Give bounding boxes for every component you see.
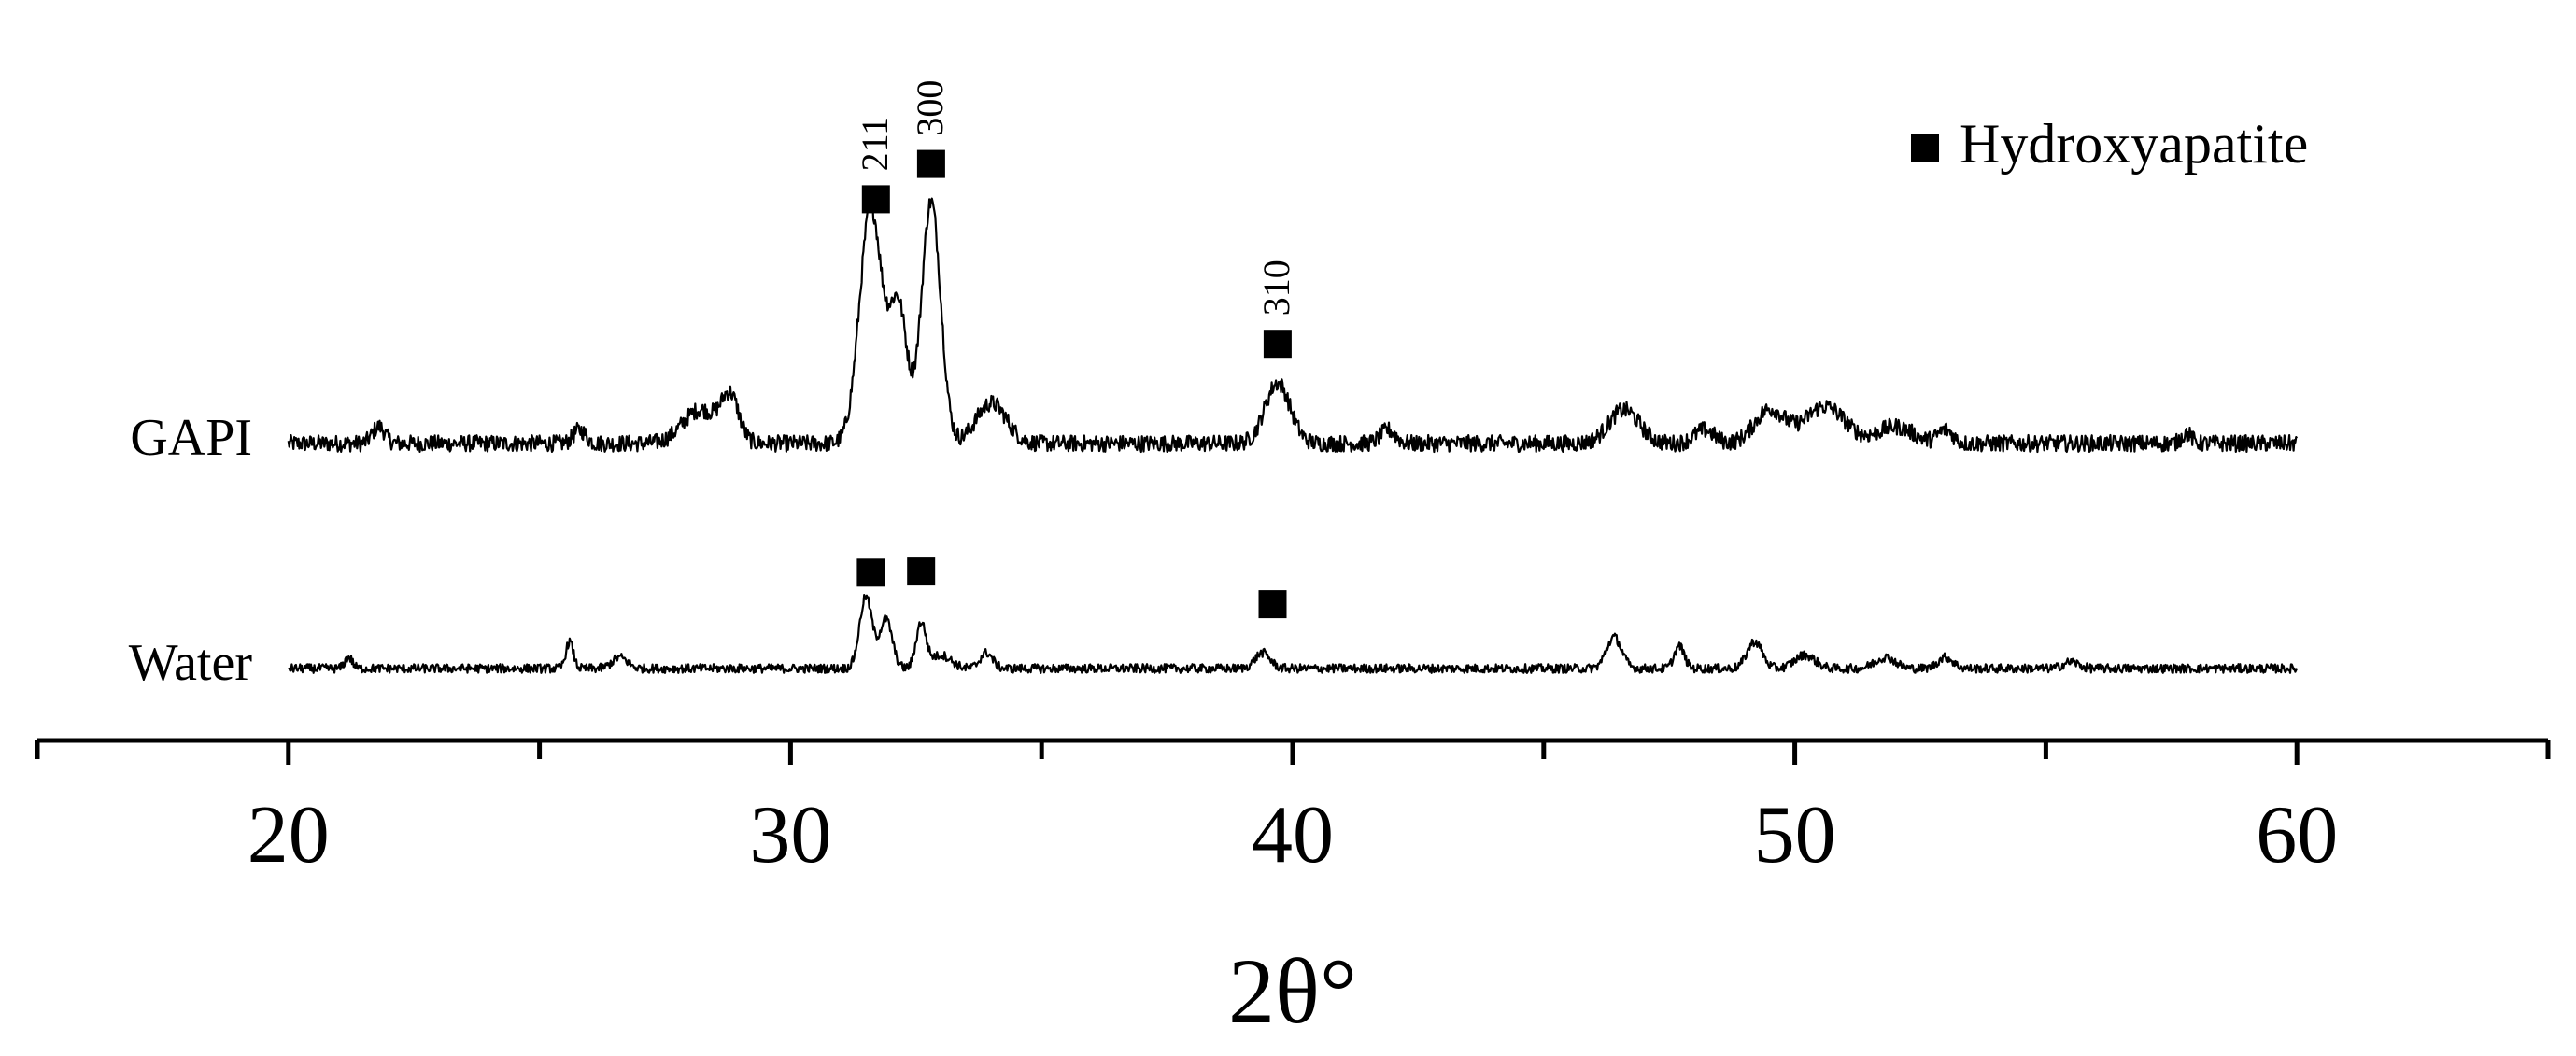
hkl-label-310: 310 bbox=[1255, 260, 1297, 316]
x-tick-label-30: 30 bbox=[749, 790, 831, 880]
peak-marker-water-4 bbox=[907, 557, 936, 586]
x-tick-label-60: 60 bbox=[2256, 790, 2338, 880]
series-label-gapi: GAPI bbox=[130, 409, 252, 467]
peak-marker-water-3 bbox=[856, 558, 885, 587]
legend-marker-0 bbox=[1911, 134, 1939, 162]
x-axis-title: 2θ° bbox=[1228, 939, 1357, 1043]
x-tick-label-50: 50 bbox=[1754, 790, 1836, 880]
peak-marker-water-5 bbox=[1258, 590, 1287, 619]
peak-marker-gapi-1 bbox=[916, 149, 945, 178]
legend-label-0: Hydroxyapatite bbox=[1960, 113, 2308, 175]
peak-marker-gapi-0 bbox=[861, 185, 890, 214]
series-line-gapi bbox=[287, 197, 2299, 454]
series-layer: GAPI Water bbox=[129, 197, 2299, 692]
hkl-label-211: 211 bbox=[854, 117, 896, 172]
marker-layer: 211 300 310 bbox=[854, 80, 1297, 619]
x-tick-label-20: 20 bbox=[248, 790, 330, 880]
legend: Hydroxyapatite bbox=[1911, 113, 2308, 175]
series-line-water bbox=[288, 593, 2299, 674]
hkl-label-300: 300 bbox=[909, 80, 951, 136]
x-tick-label-40: 40 bbox=[1252, 790, 1334, 880]
series-label-water: Water bbox=[129, 634, 253, 692]
peak-marker-gapi-2 bbox=[1263, 330, 1292, 359]
x-axis: 20 30 40 50 60 2θ° bbox=[35, 738, 2551, 1043]
